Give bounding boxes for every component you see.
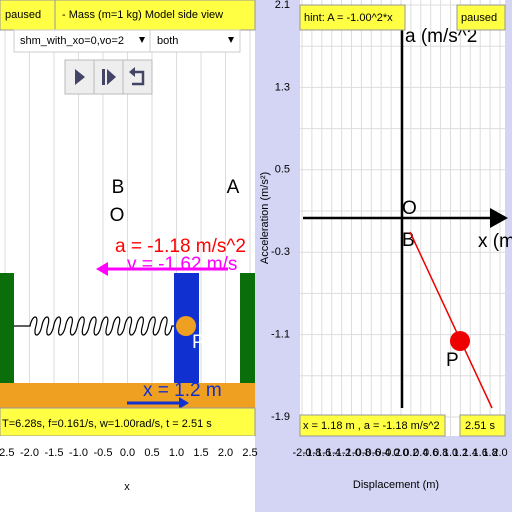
- time-box: [459, 414, 506, 437]
- x-tick-label: -1.0: [342, 447, 361, 459]
- x-tick-label: 0.5: [144, 447, 159, 459]
- x-tick-label: 2.0: [218, 447, 233, 459]
- x-tick-label: -1.6: [312, 447, 331, 459]
- status: paused: [5, 9, 41, 21]
- status: paused: [461, 12, 497, 24]
- readout-box: [299, 414, 446, 437]
- x-tick-label: -0.6: [362, 447, 381, 459]
- x-tick-label: -2.0: [20, 447, 39, 459]
- velocity-arrow-head: [96, 262, 108, 276]
- x-tick-label: 1.8: [482, 447, 497, 459]
- accel-label: a = -1.18 m/s^2: [115, 236, 246, 257]
- x-tick-label: 0.2: [403, 447, 418, 459]
- point-p: [450, 331, 470, 351]
- reset-button[interactable]: [122, 59, 153, 95]
- x-tick-label: -1.8: [302, 447, 321, 459]
- reset-icon: [132, 70, 145, 86]
- label-b: B: [402, 230, 415, 251]
- position-label: x = 1.2 m: [143, 380, 222, 401]
- x-tick-label: 0.4: [413, 447, 428, 459]
- x-tick-label: 0.0: [120, 447, 135, 459]
- dropdown-arrow: [139, 37, 145, 43]
- x-axis-arrow: [490, 208, 508, 228]
- x-tick-label: 2.0: [492, 447, 507, 459]
- x-tick-label: 1.6: [473, 447, 488, 459]
- title-bar: [0, 0, 256, 31]
- dropdown[interactable]: [149, 29, 241, 53]
- dropdown-text: both: [157, 35, 178, 47]
- step-icon: [102, 69, 105, 85]
- x-tick-label: 2.5: [242, 447, 257, 459]
- time: 2.51 s: [465, 420, 495, 432]
- x-tick-label: -2.5: [0, 447, 14, 459]
- y-tick-label: -1.1: [271, 329, 290, 341]
- point-p: [176, 316, 196, 336]
- reset-icon: [129, 67, 135, 77]
- x-tick-label: -1.4: [322, 447, 341, 459]
- label-p: P: [192, 332, 205, 353]
- wall: [0, 273, 14, 383]
- title: - Mass (m=1 kg) Model side view: [62, 9, 223, 21]
- x-tick-label: -0.2: [382, 447, 401, 459]
- x-tick-label: 0.6: [423, 447, 438, 459]
- spring: [14, 316, 174, 336]
- label-a: A: [227, 177, 240, 198]
- left-axis-area: [0, 436, 255, 512]
- info-bar: [0, 407, 256, 437]
- y-tick-label: -0.3: [271, 246, 290, 258]
- velocity-label: v = -1.62 m/s: [127, 254, 237, 275]
- x-tick-label: -1.0: [69, 447, 88, 459]
- x-label: Displacement (m): [353, 479, 439, 491]
- wall: [240, 273, 255, 383]
- status-box: [456, 4, 506, 31]
- y-tick-label: -1.9: [271, 411, 290, 423]
- x-tick-label: -0.5: [94, 447, 113, 459]
- play-icon: [75, 69, 85, 85]
- x-tick-label: -1.5: [45, 447, 64, 459]
- info: T=6.28s, f=0.161/s, w=1.00rad/s, t = 2.5…: [2, 418, 212, 430]
- x-tick-label: -0.4: [372, 447, 391, 459]
- step-icon: [107, 69, 116, 85]
- label-o: O: [110, 205, 125, 226]
- y-tick-label: 0.5: [275, 164, 290, 176]
- x-tick-label: 1.0: [169, 447, 184, 459]
- x-tick-label: 0.0: [393, 447, 408, 459]
- label-o: O: [402, 198, 417, 219]
- y-label: Acceleration (m/s²): [259, 172, 271, 264]
- x-tick-label: -1.2: [332, 447, 351, 459]
- y-tick-label: 2.1: [275, 0, 290, 11]
- dropdown-text: shm_with_xo=0,vo=2: [20, 35, 124, 47]
- x-tick-label: 1.0: [443, 447, 458, 459]
- x-label: x: [124, 481, 130, 493]
- x-tick-label: 0.8: [433, 447, 448, 459]
- x-tick-label: 1.5: [193, 447, 208, 459]
- y-tick-label: 1.3: [275, 81, 290, 93]
- x-tick-label: -2.0: [293, 447, 312, 459]
- trace-line: [409, 231, 493, 409]
- dropdown-arrow: [228, 37, 234, 43]
- x-tick-label: -0.8: [352, 447, 371, 459]
- axis-label: x (m: [478, 231, 512, 252]
- x-tick-label: 1.2: [453, 447, 468, 459]
- label-p: P: [446, 350, 459, 371]
- position-arrow-head: [179, 397, 189, 409]
- label-b: B: [112, 177, 125, 198]
- hint: hint: A = -1.00^2*x: [304, 12, 393, 24]
- hint-box: [299, 4, 406, 31]
- x-tick-label: 1.4: [463, 447, 478, 459]
- axis-label: a (m/s^2: [405, 26, 477, 47]
- readout: x = 1.18 m , a = -1.18 m/s^2: [303, 420, 440, 432]
